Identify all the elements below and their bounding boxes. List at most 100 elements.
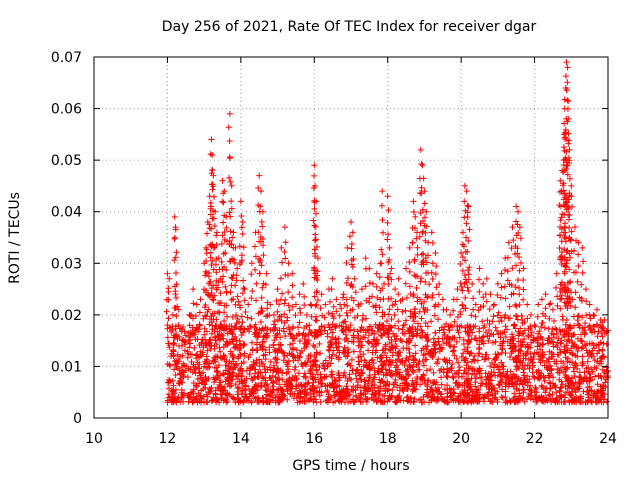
data-point [520,366,527,373]
data-point [389,387,396,394]
data-point [516,301,523,308]
data-point [513,313,520,320]
data-point [197,296,204,303]
data-point [497,330,504,337]
data-point [563,264,570,271]
data-point [384,236,391,243]
data-point [329,321,336,328]
data-point [429,380,436,387]
data-point [421,214,428,221]
data-point [480,324,487,331]
data-point [406,326,413,333]
data-point [171,366,178,373]
data-point [420,250,427,257]
data-point [273,334,280,341]
data-point [254,399,261,406]
data-point [232,399,239,406]
data-point [483,275,490,282]
data-point [571,398,578,405]
data-point [333,391,340,398]
data-point [314,268,321,275]
data-point [466,264,473,271]
data-point [172,372,179,379]
data-point [256,172,263,179]
data-point [227,228,234,235]
data-point [545,374,552,381]
data-point [318,380,325,387]
data-point [278,313,285,320]
data-point [586,370,593,377]
data-point [391,333,398,340]
data-point [309,371,316,378]
data-point [281,224,288,231]
data-point [267,367,274,374]
data-point [252,253,259,260]
data-point [386,340,393,347]
data-point [327,339,334,346]
data-point [406,361,413,368]
data-point [226,137,233,144]
data-point [485,395,492,402]
data-point [417,323,424,330]
data-point [494,372,501,379]
data-point [406,353,413,360]
data-point [217,348,224,355]
data-point [295,324,302,331]
data-point [421,188,428,195]
data-point [294,399,301,406]
data-point [404,393,411,400]
data-point [364,395,371,402]
data-point [417,381,424,388]
data-point [236,243,243,250]
data-point [287,341,294,348]
data-point [465,380,472,387]
data-point [315,371,322,378]
data-point [330,399,337,406]
data-point [510,322,517,329]
data-point [514,356,521,363]
data-point [171,390,178,397]
data-point [311,293,318,300]
data-point [275,375,282,382]
data-point [486,320,493,327]
data-point [474,370,481,377]
data-point [598,354,605,361]
data-point [213,286,220,293]
data-point [351,399,358,406]
data-point [528,392,535,399]
data-point [554,369,561,376]
data-point [266,374,273,381]
data-point [502,334,509,341]
data-point [213,229,220,236]
data-point [296,305,303,312]
data-point [409,377,416,384]
data-point [211,222,218,229]
data-point [561,96,568,103]
data-point [312,236,319,243]
data-point [258,188,265,195]
data-point [414,229,421,236]
data-point [542,291,549,298]
data-point [575,251,582,258]
data-point [239,319,246,326]
data-point [328,326,335,333]
data-point [258,262,265,269]
data-point [362,361,369,368]
data-point [273,359,280,366]
data-point [420,261,427,268]
data-point [502,312,509,319]
data-point [459,397,466,404]
data-point [590,323,597,330]
data-point [240,284,247,291]
data-point [312,210,319,217]
data-point [501,329,508,336]
data-point [292,385,299,392]
data-point [340,319,347,326]
data-point [419,162,426,169]
data-point [368,382,375,389]
data-point [213,232,220,239]
data-point [345,326,352,333]
data-point [584,389,591,396]
data-point [196,309,203,316]
data-point [557,189,564,196]
